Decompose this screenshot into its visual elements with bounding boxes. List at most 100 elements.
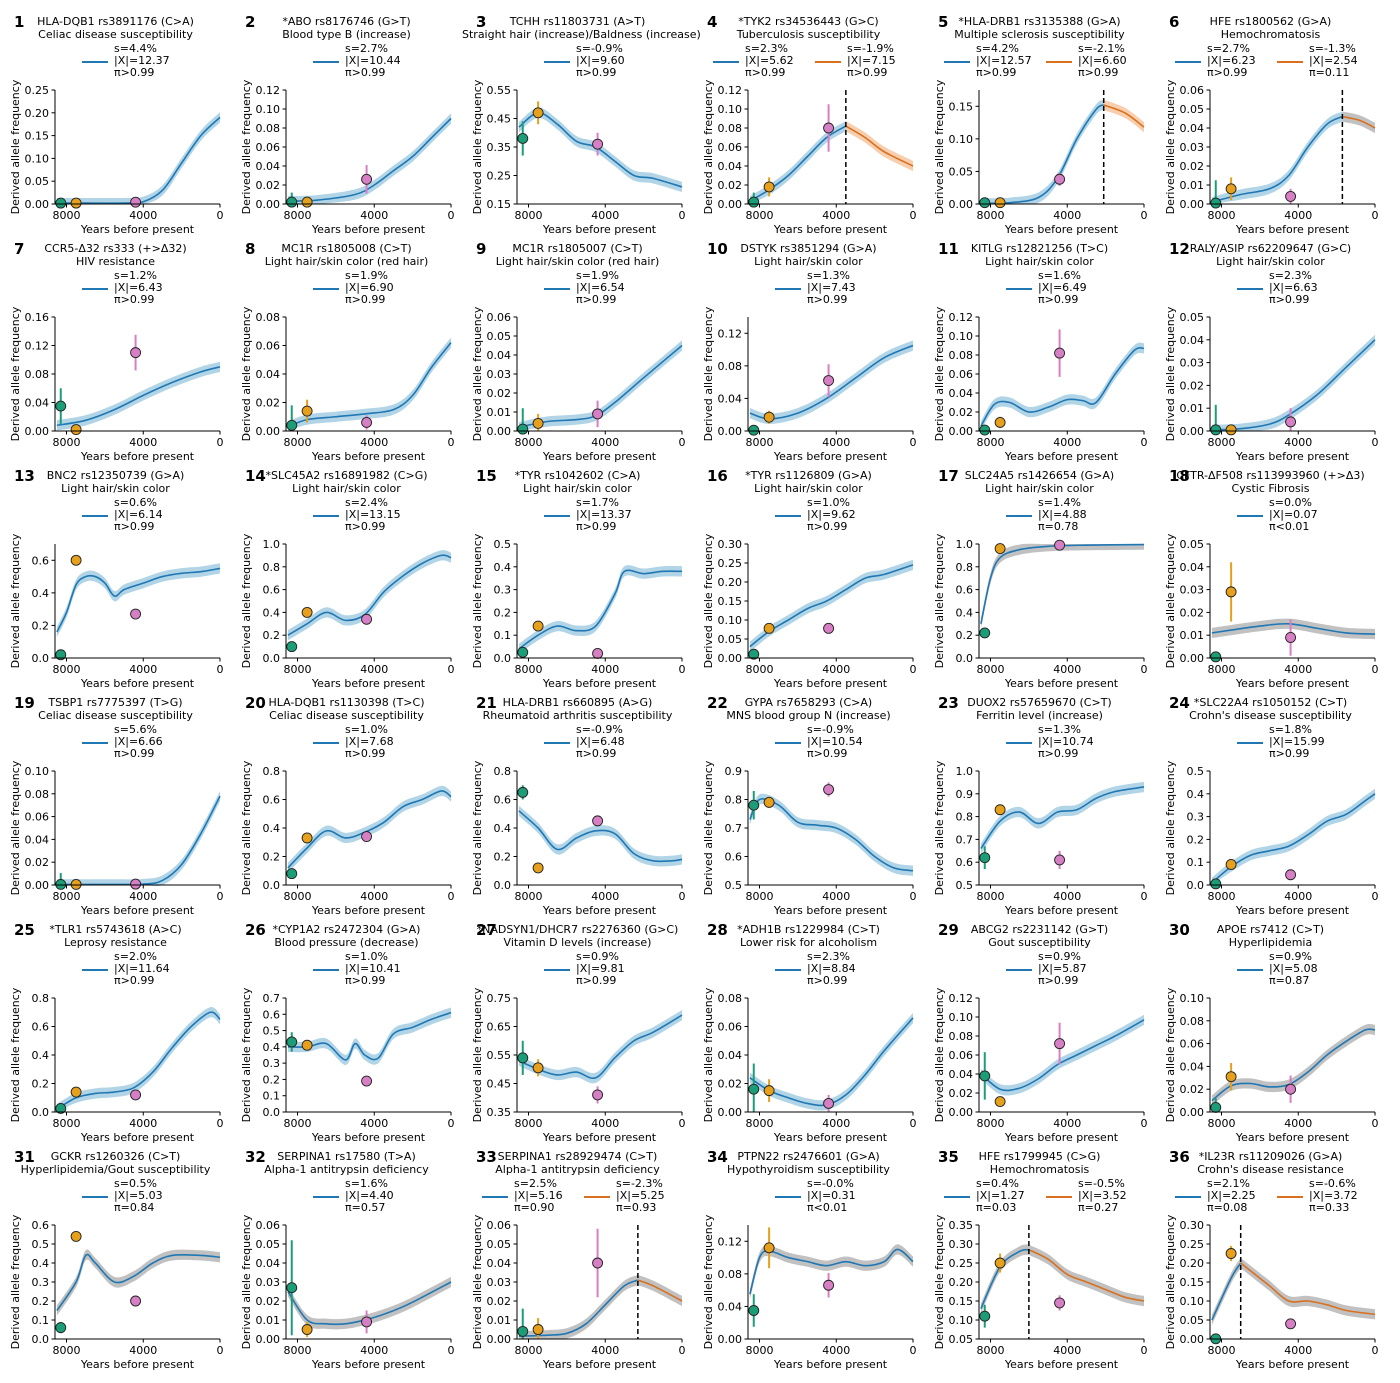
data-point-pink <box>592 647 604 659</box>
y-axis-label: Derived allele frequency <box>702 306 715 441</box>
legend-line <box>313 61 339 63</box>
y-tick-label: 0.08 <box>718 992 743 1005</box>
y-tick-label: 0.25 <box>25 84 50 97</box>
legend-entry: s=-0.5% |X|=3.52 π=0.27 <box>1046 1178 1156 1218</box>
legend-s-value: s=2.5% <box>514 1177 557 1190</box>
legend-s-value: s=1.6% <box>1038 269 1081 282</box>
panel-title: *CYP1A2 rs2472304 (G>A) <box>272 923 421 936</box>
y-tick-label: 0.2 <box>263 851 281 864</box>
x-axis-label: Years before present <box>773 1131 888 1144</box>
legend-x-value: |X|=10.54 <box>807 735 863 748</box>
x-tick-label: 8000 <box>977 436 1005 449</box>
fit-line <box>56 567 221 633</box>
y-tick-label: 0.2 <box>263 1073 281 1086</box>
legend-x-value: |X|=15.99 <box>1269 735 1325 748</box>
x-tick-label: 0 <box>448 436 455 449</box>
fit-before-band <box>980 99 1104 205</box>
x-tick-label: 0 <box>679 890 686 903</box>
y-tick-label: 0.2 <box>32 1078 50 1091</box>
panel-number: 22 <box>707 694 728 712</box>
plot-area: 0.00 0.02 0.04 0.06 0.08 8000 4000 0 Years befor… <box>702 987 917 1144</box>
legend-entry: s=2.0% |X|=11.64 π>0.99 <box>82 951 192 991</box>
y-axis-label: Derived allele frequency <box>702 987 715 1122</box>
data-point-orange <box>70 878 82 890</box>
legend-s-value: s=2.4% <box>345 496 388 509</box>
y-tick-label: 0.02 <box>256 397 281 410</box>
x-tick-label: 8000 <box>746 436 774 449</box>
fit-before-line <box>518 1279 639 1337</box>
x-tick-label: 4000 <box>822 663 850 676</box>
chart-panel-12: 12 RALY/ASIP rs62209647 (G>C) Light hair/s… <box>1155 227 1386 463</box>
panel-title: *IL23R rs11209026 (G>A) <box>1198 1150 1343 1163</box>
legend-s-value: s=-0.0% <box>807 1177 854 1190</box>
y-axis-label: Derived allele frequency <box>9 1214 22 1349</box>
panel-title: TCHH rs11803731 (A>T) <box>509 15 646 28</box>
x-axis-label: Years before present <box>1235 904 1350 917</box>
legend: s=5.6% |X|=6.66 π>0.99 <box>0 724 231 764</box>
y-axis-label: Derived allele frequency <box>1164 760 1177 895</box>
x-tick-label: 0 <box>217 1117 224 1130</box>
y-tick-label: 0.15 <box>718 595 743 608</box>
x-axis-label: Years before present <box>311 223 426 236</box>
legend-pi-value: π>0.99 <box>114 747 155 760</box>
panel-subtitle: Light hair/skin color <box>523 482 632 495</box>
x-tick-label: 0 <box>910 890 917 903</box>
y-tick-label: 0.05 <box>1180 103 1205 116</box>
panel-subtitle: Rheumatoid arthritis susceptibility <box>482 709 673 722</box>
data-point-green <box>748 799 760 811</box>
data-point-pink <box>592 815 604 827</box>
panel-title: HFE rs1800562 (G>A) <box>1209 15 1332 28</box>
fit-line <box>56 116 221 204</box>
data-point-green <box>979 1070 991 1082</box>
y-tick-label: 0.12 <box>718 84 743 97</box>
panel-number: 29 <box>938 921 959 939</box>
panel-title: DUOX2 rs57659670 (C>T) <box>967 696 1112 709</box>
x-tick-label: 8000 <box>746 1344 774 1357</box>
y-tick-label: 0.15 <box>25 130 50 143</box>
legend-s-value: s=1.9% <box>576 269 619 282</box>
fit-line <box>980 1019 1145 1092</box>
fit-band <box>56 1006 220 1112</box>
panel-subtitle: Blood pressure (decrease) <box>274 936 419 949</box>
legend-entry: s=0.9% |X|=5.08 π=0.87 <box>1237 951 1347 991</box>
legend-x-value: |X|=5.16 <box>514 1189 563 1202</box>
y-tick-label: 0.00 <box>487 425 512 438</box>
panel-number: 8 <box>245 240 256 258</box>
y-tick-label: 0.3 <box>494 584 512 597</box>
chart-panel-36: 36 *IL23R rs11209026 (G>A) Crohn's disease… <box>1155 1135 1387 1371</box>
y-tick-label: 0.10 <box>949 1011 974 1024</box>
x-tick-label: 4000 <box>1053 1117 1081 1130</box>
data-point-orange <box>1225 859 1237 870</box>
y-tick-label: 0.20 <box>949 1276 974 1289</box>
y-tick-label: 0.06 <box>718 141 743 154</box>
y-tick-label: 0.05 <box>487 330 512 343</box>
legend-line <box>775 742 801 744</box>
legend-s-value: s=0.9% <box>1269 950 1312 963</box>
y-tick-label: 0.00 <box>1180 1106 1205 1119</box>
y-tick-label: 0.05 <box>487 1238 512 1251</box>
x-tick-label: 4000 <box>591 1344 619 1357</box>
x-tick-label: 4000 <box>360 890 388 903</box>
x-axis-label: Years before present <box>80 677 195 690</box>
data-point-green <box>979 424 991 436</box>
y-tick-label: 0.00 <box>25 198 50 211</box>
x-tick-label: 4000 <box>129 663 157 676</box>
y-tick-label: 0.8 <box>956 561 974 574</box>
legend-pi-value: π>0.99 <box>114 66 155 79</box>
x-tick-label: 8000 <box>977 890 1005 903</box>
y-tick-label: 0.04 <box>1180 122 1205 135</box>
fit-line <box>287 342 452 428</box>
y-tick-label: 0.30 <box>949 1238 974 1251</box>
legend-line <box>544 515 570 517</box>
legend-pi-value: π=0.33 <box>1309 1201 1350 1214</box>
legend-entry: s=2.5% |X|=5.16 π=0.90 <box>482 1178 592 1218</box>
y-tick-label: 0.8 <box>32 992 50 1005</box>
x-tick-label: 0 <box>1141 1117 1148 1130</box>
data-point-pink <box>361 173 373 185</box>
legend: s=0.5% |X|=5.03 π=0.84 <box>0 1178 231 1218</box>
panel-number: 18 <box>1169 467 1190 485</box>
plot-area: 0.0 0.2 0.4 0.6 8000 4000 0 Years before presen… <box>9 533 224 690</box>
legend-entry: s=-0.6% |X|=3.72 π=0.33 <box>1277 1178 1387 1218</box>
y-tick-label: 0.0 <box>263 1106 281 1119</box>
y-tick-label: 0.04 <box>256 1257 281 1270</box>
